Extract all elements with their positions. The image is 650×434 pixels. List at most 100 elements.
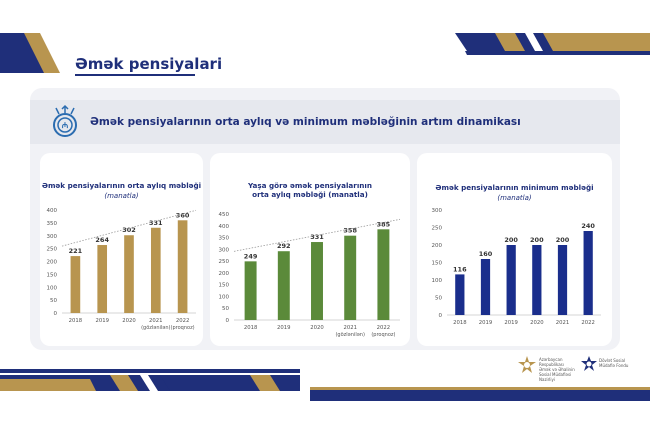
data-label: 264 — [95, 236, 109, 244]
x-tick-label: 2019 — [504, 320, 517, 326]
x-tick-label: 2021 — [556, 320, 569, 326]
x-tick-label: 2022 — [377, 325, 390, 331]
data-label: 116 — [453, 265, 467, 273]
chart-unit: (manatla) — [497, 194, 532, 202]
fund-logo-text: Dövlət Sosial Müdafiə Fondu — [599, 358, 629, 368]
data-label: 200 — [556, 236, 570, 244]
top-right-stripes — [455, 33, 650, 55]
x-tick-note: (proqnoz) — [371, 332, 395, 338]
y-tick-label: 150 — [219, 283, 230, 289]
x-tick-note: (gözlənilən) — [335, 332, 364, 338]
y-tick-label: 250 — [432, 226, 443, 232]
bar — [480, 259, 491, 315]
bar — [311, 242, 323, 320]
bar-chart-average-pension: 0 50 100 150 200 250 300 350 400 221 2018 264 2019 30… — [47, 208, 197, 331]
chart-card-average-pension: Əmək pensiyalarının orta aylıq məbləği (… — [40, 153, 203, 346]
title-underline — [75, 74, 195, 76]
x-tick-label: 2022 — [176, 318, 189, 324]
data-label: 221 — [69, 247, 83, 255]
y-tick-label: 250 — [47, 247, 58, 253]
chart-title: Əmək pensiyalarının orta aylıq məbləği — [41, 181, 202, 190]
ministry-emblem-icon — [518, 356, 536, 373]
bottom-left-stripes — [0, 369, 300, 391]
y-tick-label: 350 — [219, 236, 230, 242]
y-tick-label: 50 — [50, 298, 57, 304]
y-tick-label: 400 — [47, 208, 58, 214]
data-label: 249 — [244, 252, 258, 260]
x-tick-label: 2018 — [69, 318, 83, 324]
y-tick-label: 400 — [219, 224, 230, 230]
bar — [377, 229, 390, 320]
bar-chart-age-pension: 0 50 100 150 200 250 300 350 400 450 249 2018 292 201… — [219, 212, 401, 338]
fund-emblem-icon — [581, 356, 597, 371]
bar — [506, 245, 516, 315]
y-tick-label: 100 — [432, 278, 443, 284]
chart-unit: (manatla) — [104, 192, 139, 200]
bar — [124, 235, 134, 313]
bar-chart-minimum-pension: 0 50 100 150 200 250 300 116 2018 160 2019 200 2019 2… — [432, 208, 601, 326]
trend-line — [61, 209, 197, 247]
data-label: 358 — [343, 227, 357, 235]
slide-subtitle: Əmək pensiyalarının orta aylıq və minimu… — [90, 116, 521, 128]
x-tick-label: 2018 — [244, 325, 258, 331]
x-tick-label: 2019 — [277, 325, 290, 331]
chart-card-age-pension: Yaşa görə əmək pensiyalarının orta aylıq… — [210, 153, 410, 346]
x-tick-label: 2018 — [453, 320, 467, 326]
y-tick-label: 200 — [432, 243, 443, 249]
bar — [277, 251, 290, 320]
x-tick-label: 2019 — [95, 318, 108, 324]
bar — [244, 261, 257, 320]
y-tick-label: 0 — [54, 311, 58, 317]
bar — [557, 245, 568, 315]
y-tick-label: 100 — [47, 285, 58, 291]
data-label: 160 — [479, 250, 493, 258]
y-tick-label: 200 — [47, 260, 58, 266]
y-tick-label: 100 — [219, 294, 230, 300]
y-tick-label: 300 — [432, 208, 443, 214]
bar — [150, 227, 161, 313]
y-tick-label: 150 — [432, 261, 443, 267]
y-tick-label: 150 — [47, 272, 58, 278]
y-tick-label: 200 — [219, 271, 230, 277]
y-tick-label: 250 — [219, 259, 230, 265]
svg-text:₼: ₼ — [62, 121, 69, 130]
y-tick-label: 50 — [222, 306, 229, 312]
bar — [344, 235, 357, 320]
x-tick-label: 2020 — [122, 318, 136, 324]
bar — [455, 274, 465, 315]
data-label: 331 — [149, 219, 163, 227]
trend-line — [233, 218, 401, 252]
x-tick-label: 2020 — [310, 325, 324, 331]
bar — [532, 245, 542, 315]
x-tick-note: (proqnoz) — [171, 325, 195, 331]
data-label: 240 — [581, 222, 595, 230]
x-tick-label: 2021 — [343, 325, 356, 331]
bar — [97, 245, 108, 313]
x-tick-label: 2019 — [479, 320, 492, 326]
y-tick-label: 300 — [47, 234, 58, 240]
bottom-right-stripe — [310, 387, 650, 401]
y-tick-label: 450 — [219, 212, 230, 218]
ministry-logo-text: Azərbaycan Respublikası Əmək və Əhalinin… — [539, 357, 575, 382]
x-tick-label: 2021 — [149, 318, 162, 324]
slide-title: Əmək pensiyalari — [75, 55, 223, 73]
chart-title: Əmək pensiyalarının minimum məbləği — [435, 183, 594, 192]
bar — [177, 220, 188, 313]
growth-coin-icon: ₼ — [53, 104, 77, 137]
data-label: 200 — [530, 236, 544, 244]
data-label: 302 — [122, 226, 136, 234]
data-label: 331 — [310, 233, 324, 241]
data-label: 385 — [377, 220, 391, 228]
bar — [70, 256, 81, 313]
subtitle-bar — [30, 100, 620, 144]
y-tick-label: 350 — [47, 221, 58, 227]
data-label: 292 — [277, 242, 291, 250]
x-tick-label: 2020 — [530, 320, 544, 326]
top-left-stripes — [0, 33, 60, 73]
y-tick-label: 300 — [219, 247, 230, 253]
y-tick-label: 0 — [439, 313, 443, 319]
data-label: 360 — [176, 211, 190, 219]
chart-title: Yaşa görə əmək pensiyalarının orta aylıq… — [248, 181, 372, 199]
x-tick-label: 2022 — [581, 320, 594, 326]
chart-card-minimum-pension: Əmək pensiyalarının minimum məbləği (man… — [417, 153, 612, 346]
